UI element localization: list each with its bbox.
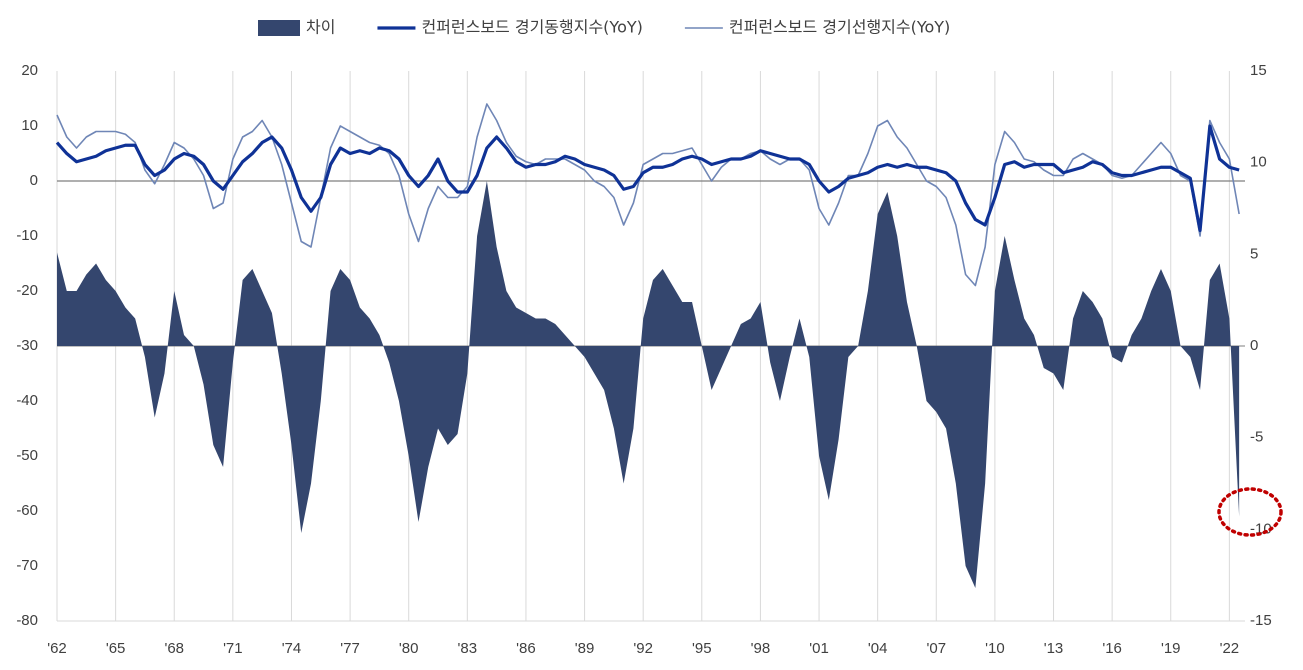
- x-tick-label: '86: [516, 640, 536, 657]
- y-tick-label: -50: [16, 447, 38, 464]
- y-tick-label: 20: [21, 62, 38, 79]
- x-tick-label: '16: [1102, 640, 1122, 657]
- x-tick-label: '10: [985, 640, 1005, 657]
- y-tick-label: -80: [16, 612, 38, 629]
- y-tick-label: 10: [21, 117, 38, 134]
- x-tick-label: '22: [1220, 640, 1240, 657]
- x-tick-label: '07: [926, 640, 946, 657]
- highlight-circle: [1217, 487, 1283, 537]
- x-tick-label: '83: [458, 640, 478, 657]
- x-tick-label: '01: [809, 640, 829, 657]
- x-tick-label: '65: [106, 640, 126, 657]
- y-tick-label: -20: [16, 282, 38, 299]
- x-tick-label: '80: [399, 640, 419, 657]
- x-tick-label: '19: [1161, 640, 1181, 657]
- y-tick-label: -70: [16, 557, 38, 574]
- y-tick-label: -10: [16, 227, 38, 244]
- x-tick-label: '74: [282, 640, 302, 657]
- x-tick-label: '62: [47, 640, 67, 657]
- labels: '62 '65 '68 '71 '74 '77 '80 '83 '86 '89 '92 '95 '98 '…: [16, 62, 1271, 657]
- marks: [55, 103, 1240, 588]
- y-tick-label: 0: [30, 172, 38, 189]
- legend-swatch: [258, 20, 300, 36]
- x-tick-label: '68: [164, 640, 184, 657]
- y2-tick-label: 10: [1250, 154, 1267, 171]
- x-tick-label: '89: [575, 640, 595, 657]
- legend-label: 컨퍼런스보드 경기동행지수(YoY): [421, 18, 642, 37]
- y2-tick-label: -15: [1250, 612, 1272, 629]
- legend-label: 차이: [306, 18, 335, 37]
- y2-tick-label: -5: [1250, 429, 1263, 446]
- y2-tick-label: 5: [1250, 245, 1258, 262]
- x-tick-label: '13: [1044, 640, 1064, 657]
- x-tick-label: '77: [340, 640, 360, 657]
- y2-tick-label: 0: [1250, 337, 1258, 354]
- x-tick-label: '98: [751, 640, 771, 657]
- legend-label: 컨퍼런스보드 경기선행지수(YoY): [729, 18, 950, 37]
- y2-tick-label: 15: [1250, 62, 1267, 79]
- x-tick-label: '95: [692, 640, 712, 657]
- x-tick-label: '92: [633, 640, 653, 657]
- area-series: [57, 181, 1240, 588]
- line-series: [56, 103, 1240, 287]
- y-tick-label: -60: [16, 502, 38, 519]
- y-tick-label: -30: [16, 337, 38, 354]
- y-tick-label: -40: [16, 392, 38, 409]
- x-tick-label: '04: [868, 640, 888, 657]
- x-tick-label: '71: [223, 640, 243, 657]
- legend: 차이 컨퍼런스보드 경기동행지수(YoY) 컨퍼런스보드 경기선행지수(YoY): [258, 18, 950, 37]
- line-series: [55, 124, 1240, 233]
